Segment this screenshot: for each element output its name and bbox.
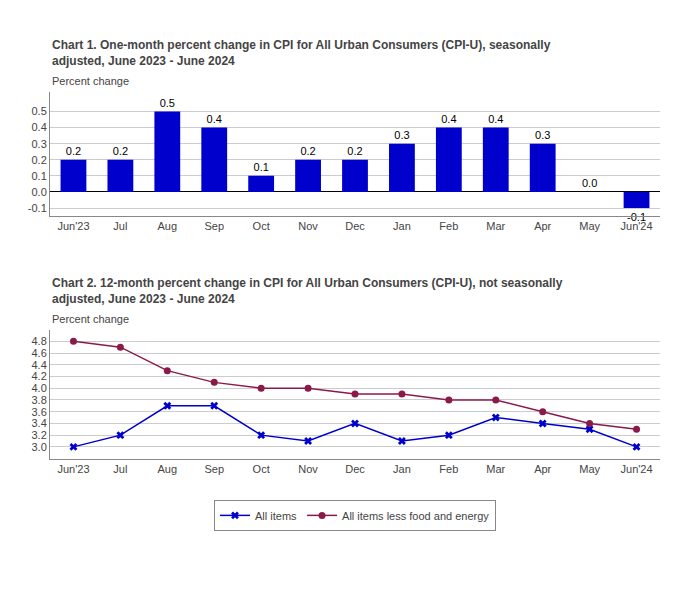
svg-text:0.2: 0.2 — [113, 145, 128, 157]
svg-text:Jul: Jul — [113, 220, 127, 232]
svg-text:0.1: 0.1 — [32, 170, 47, 182]
svg-text:0.1: 0.1 — [254, 161, 269, 173]
svg-text:Jan: Jan — [393, 463, 411, 475]
svg-text:All items: All items — [255, 510, 297, 522]
svg-text:Jun'24: Jun'24 — [621, 463, 653, 475]
svg-text:0.5: 0.5 — [32, 105, 47, 117]
svg-text:0.4: 0.4 — [32, 121, 47, 133]
svg-text:Chart 2. 12-month percent chan: Chart 2. 12-month percent change in CPI … — [52, 276, 563, 306]
svg-text:0.0: 0.0 — [582, 177, 597, 189]
svg-text:0.4: 0.4 — [207, 113, 222, 125]
svg-text:4.0: 4.0 — [32, 382, 47, 394]
svg-text:-0.1: -0.1 — [28, 202, 47, 214]
svg-text:Aug: Aug — [158, 463, 178, 475]
svg-text:Apr: Apr — [534, 220, 551, 232]
svg-text:Chart 1. One-month percent cha: Chart 1. One-month percent change in CPI… — [52, 38, 551, 68]
svg-text:3.6: 3.6 — [32, 406, 47, 418]
svg-text:0.0: 0.0 — [32, 186, 47, 198]
svg-text:Nov: Nov — [298, 463, 318, 475]
svg-text:3.0: 3.0 — [32, 441, 47, 453]
svg-text:Sep: Sep — [204, 220, 224, 232]
svg-text:4.2: 4.2 — [32, 370, 47, 382]
svg-text:May: May — [579, 463, 600, 475]
svg-text:Feb: Feb — [439, 220, 458, 232]
svg-text:All items less food and energy: All items less food and energy — [342, 510, 489, 522]
svg-text:Percent change: Percent change — [52, 75, 129, 87]
svg-text:Nov: Nov — [298, 220, 318, 232]
svg-text:0.3: 0.3 — [394, 129, 409, 141]
svg-text:Jun'24: Jun'24 — [621, 220, 653, 232]
svg-text:Aug: Aug — [158, 220, 178, 232]
svg-text:4.8: 4.8 — [32, 335, 47, 347]
svg-text:4.6: 4.6 — [32, 347, 47, 359]
svg-text:0.3: 0.3 — [32, 138, 47, 150]
svg-text:0.5: 0.5 — [160, 97, 175, 109]
svg-text:0.2: 0.2 — [32, 154, 47, 166]
svg-text:Jun'23: Jun'23 — [57, 220, 89, 232]
svg-text:Dec: Dec — [345, 220, 365, 232]
svg-text:-0.1: -0.1 — [627, 211, 646, 223]
svg-text:0.4: 0.4 — [488, 113, 503, 125]
svg-text:Oct: Oct — [253, 220, 270, 232]
svg-text:Apr: Apr — [534, 463, 551, 475]
svg-text:0.2: 0.2 — [347, 145, 362, 157]
svg-text:Oct: Oct — [253, 463, 270, 475]
svg-text:3.8: 3.8 — [32, 394, 47, 406]
svg-text:Sep: Sep — [204, 463, 224, 475]
svg-text:0.2: 0.2 — [300, 145, 315, 157]
svg-text:Jan: Jan — [393, 220, 411, 232]
svg-text:4.4: 4.4 — [32, 359, 47, 371]
svg-text:Mar: Mar — [486, 463, 505, 475]
svg-text:3.2: 3.2 — [32, 429, 47, 441]
svg-text:3.4: 3.4 — [32, 417, 47, 429]
svg-text:0.3: 0.3 — [535, 129, 550, 141]
svg-text:0.2: 0.2 — [66, 145, 81, 157]
svg-text:0.4: 0.4 — [441, 113, 456, 125]
svg-text:Feb: Feb — [439, 463, 458, 475]
svg-text:Percent change: Percent change — [52, 313, 129, 325]
svg-text:Jun'23: Jun'23 — [57, 463, 89, 475]
svg-text:Mar: Mar — [486, 220, 505, 232]
svg-text:Dec: Dec — [345, 463, 365, 475]
svg-text:May: May — [579, 220, 600, 232]
svg-text:Jul: Jul — [113, 463, 127, 475]
